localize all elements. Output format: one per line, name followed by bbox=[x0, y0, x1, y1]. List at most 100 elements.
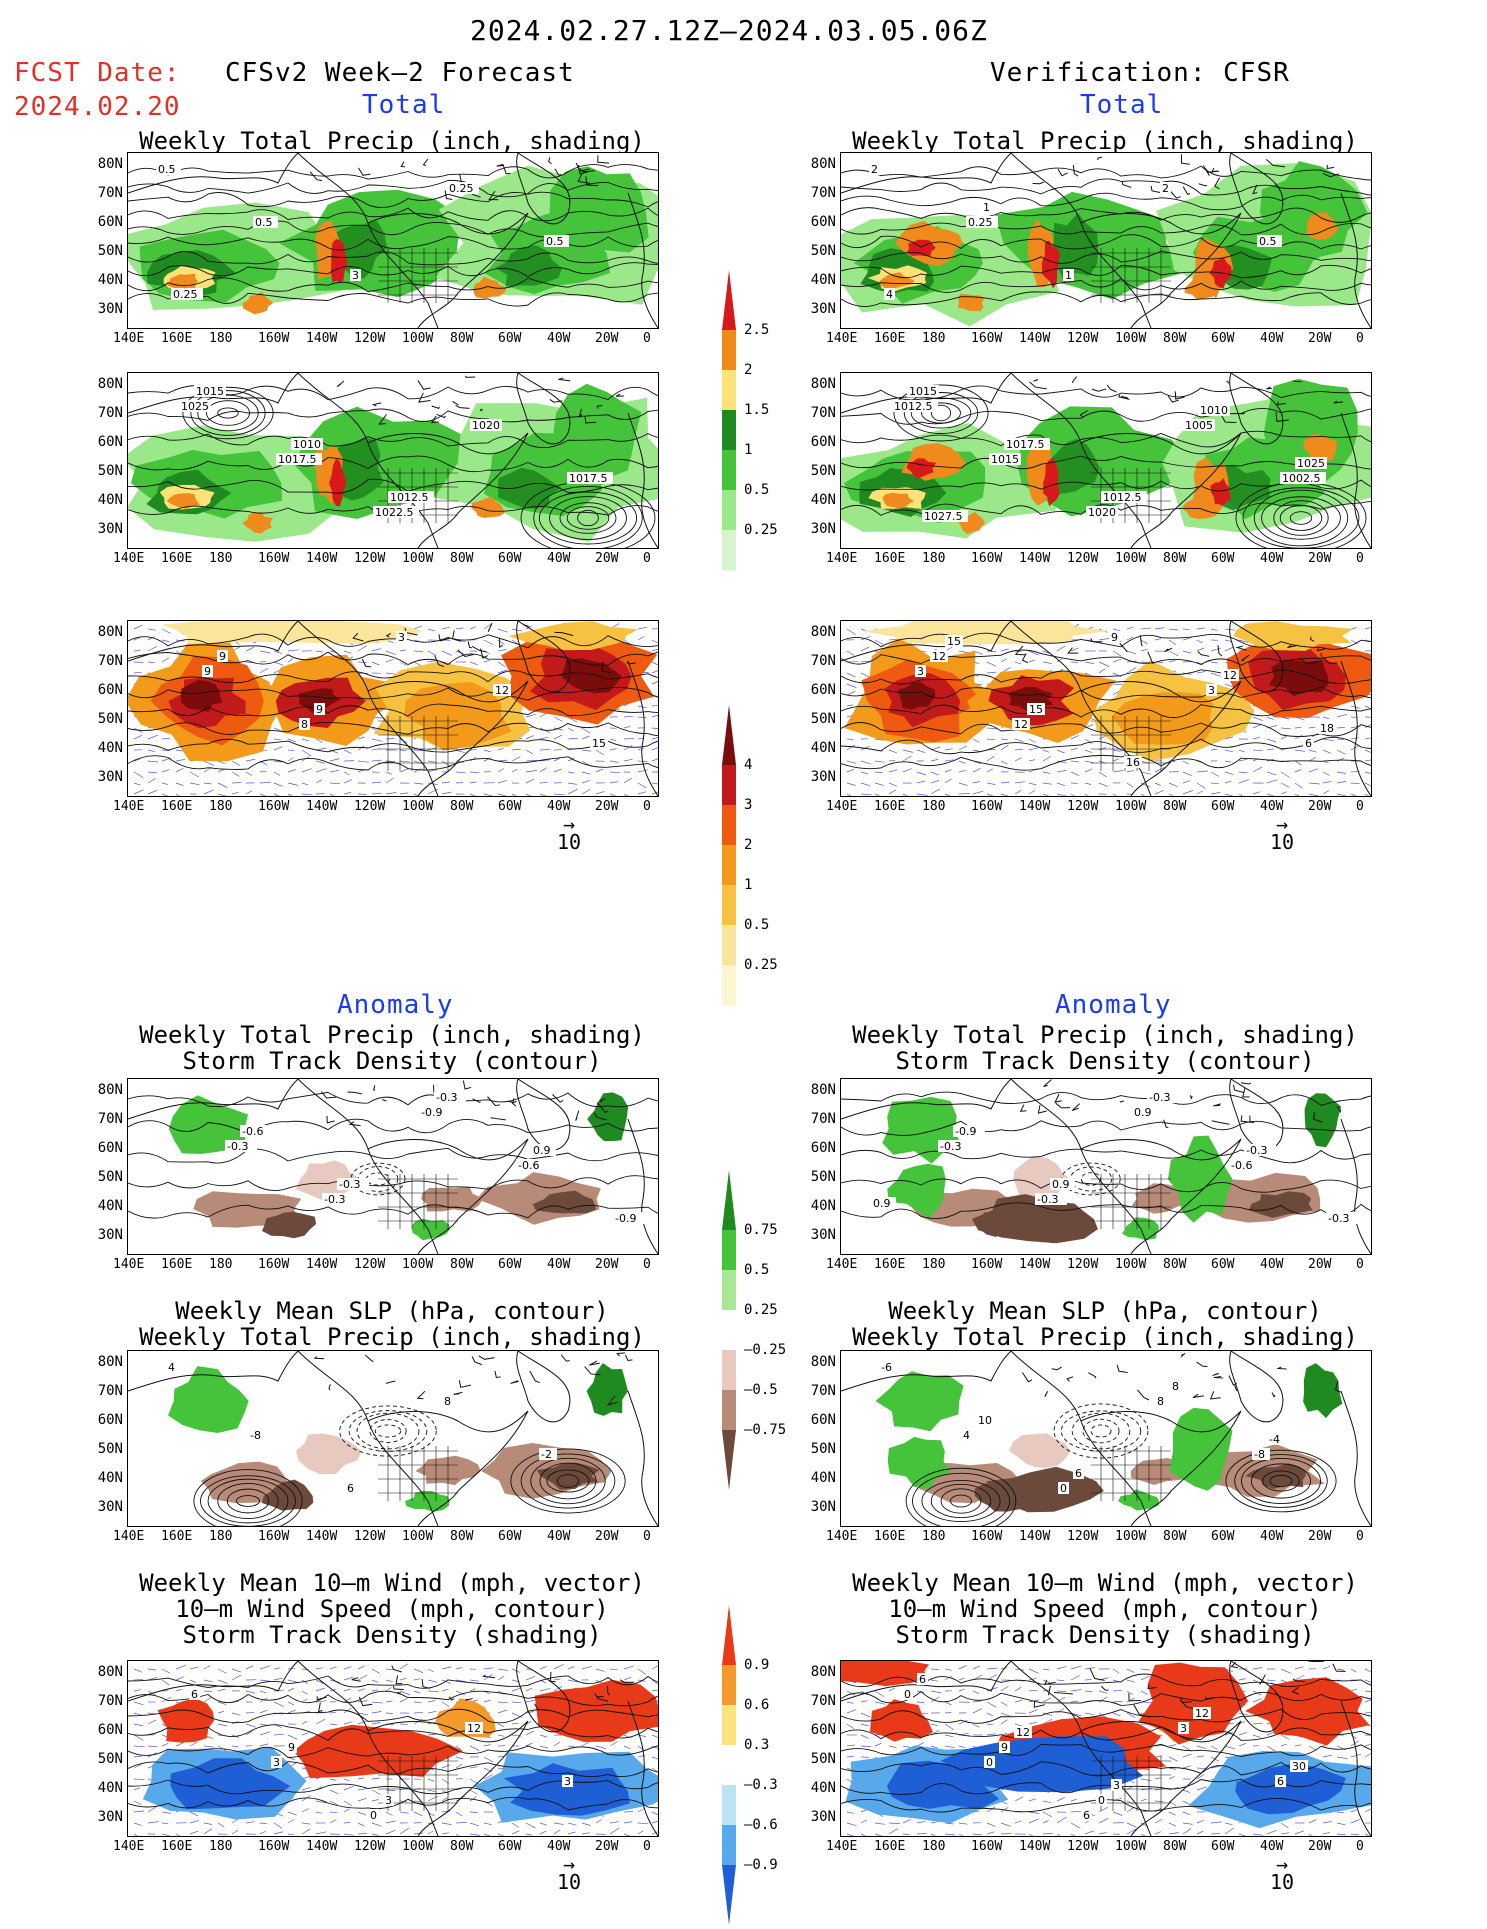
lat-tick-label: 40N bbox=[83, 1198, 123, 1214]
contour-label: 6 bbox=[191, 1688, 198, 1701]
lon-tick-label: 160W bbox=[971, 1839, 1002, 1854]
contour-label: 0.9 bbox=[533, 1144, 551, 1157]
contour-label: 30 bbox=[1292, 1760, 1306, 1773]
panel-title-line: Weekly Mean 10—m Wind (mph, vector) bbox=[825, 1570, 1385, 1597]
lon-tick-label: 60W bbox=[1211, 1529, 1234, 1544]
lon-tick-label: 20W bbox=[595, 551, 618, 566]
lat-tick-label: 60N bbox=[83, 1140, 123, 1156]
vector-reference-value: 10 bbox=[1270, 830, 1294, 854]
contour-label: 9 bbox=[204, 665, 211, 678]
lon-tick-label: 140E bbox=[826, 1839, 857, 1854]
lat-tick-label: 70N bbox=[83, 653, 123, 669]
contour-label: -0.9 bbox=[955, 1125, 976, 1138]
contour-label: -8 bbox=[250, 1429, 261, 1442]
panel-title-line: 10—m Wind Speed (mph, contour) bbox=[112, 1596, 672, 1623]
contour-label: 1027.5 bbox=[924, 510, 963, 523]
lon-tick-label: 80W bbox=[450, 551, 473, 566]
lon-tick-label: 160W bbox=[258, 1257, 289, 1272]
lat-tick-label: 30N bbox=[83, 1227, 123, 1243]
panel-title-line: Weekly Total Precip (inch, shading) bbox=[112, 128, 672, 155]
lat-tick-label: 80N bbox=[796, 1082, 836, 1098]
lon-tick-label: 100W bbox=[1115, 331, 1146, 346]
lon-tick-label: 180 bbox=[209, 1257, 232, 1272]
contour-label: 1017.5 bbox=[1006, 438, 1045, 451]
lon-tick-label: 60W bbox=[498, 1257, 521, 1272]
map-canvas: -868-24 bbox=[128, 1351, 658, 1526]
contour-label: 3 bbox=[564, 1775, 571, 1788]
contour-label: -4 bbox=[1269, 1433, 1280, 1446]
lon-tick-label: 160W bbox=[971, 1257, 1002, 1272]
contour-label: 3 bbox=[385, 1794, 392, 1807]
lon-tick-label: 0 bbox=[1356, 1529, 1364, 1544]
lon-tick-label: 80W bbox=[1163, 1257, 1186, 1272]
lon-tick-label: 160E bbox=[874, 1529, 905, 1544]
contour-label: 0.9 bbox=[873, 1197, 891, 1210]
contour-label: 3 bbox=[398, 631, 405, 644]
lon-tick-label: 40W bbox=[1260, 331, 1283, 346]
panel-title-line: Weekly Mean 10—m Wind (mph, vector) bbox=[112, 1570, 672, 1597]
precip-anom-colorbar bbox=[722, 1170, 782, 1490]
contour-label: 15 bbox=[947, 635, 961, 648]
lon-tick-label: 140W bbox=[306, 1257, 337, 1272]
lat-tick-label: 70N bbox=[796, 1111, 836, 1127]
lon-tick-label: 0 bbox=[643, 799, 651, 814]
contour-label: 9 bbox=[1001, 1741, 1008, 1754]
vector-reference: →10 bbox=[557, 1855, 581, 1891]
contour-label: 1015 bbox=[196, 385, 224, 398]
panel-title-line: Weekly Mean SLP (hPa, contour) bbox=[112, 1298, 672, 1325]
lat-tick-label: 70N bbox=[83, 185, 123, 201]
colorbar-tick-label: 1.5 bbox=[744, 402, 769, 418]
lon-tick-label: 140E bbox=[826, 799, 857, 814]
lat-tick-label: 30N bbox=[83, 1809, 123, 1825]
lat-tick-label: 60N bbox=[83, 1412, 123, 1428]
lat-tick-label: 40N bbox=[83, 492, 123, 508]
contour-label: 3 bbox=[273, 1756, 280, 1769]
contour-label: -0.3 bbox=[436, 1091, 457, 1104]
lon-tick-label: 80W bbox=[1163, 1839, 1186, 1854]
lon-tick-label: 120W bbox=[1067, 551, 1098, 566]
lat-tick-label: 40N bbox=[796, 740, 836, 756]
lon-tick-label: 140E bbox=[113, 1257, 144, 1272]
contour-label: 1022.5 bbox=[375, 506, 414, 519]
lon-tick-label: 120W bbox=[1067, 1529, 1098, 1544]
lon-tick-label: 60W bbox=[498, 1529, 521, 1544]
lon-tick-label: 0 bbox=[1356, 1839, 1364, 1854]
contour-label: 9 bbox=[1111, 631, 1118, 644]
lon-tick-label: 20W bbox=[1308, 551, 1331, 566]
contour-label: -0.9 bbox=[421, 1106, 442, 1119]
lat-tick-label: 50N bbox=[83, 463, 123, 479]
contour-label: -0.6 bbox=[518, 1159, 539, 1172]
lat-tick-label: 30N bbox=[796, 301, 836, 317]
contour-label: 8 bbox=[301, 718, 308, 731]
lon-tick-label: 100W bbox=[402, 1529, 433, 1544]
contour-label: 0.5 bbox=[158, 163, 176, 176]
lon-tick-label: 140E bbox=[113, 331, 144, 346]
contour-label: 6 bbox=[1305, 737, 1312, 750]
lon-tick-label: 20W bbox=[595, 1839, 618, 1854]
contour-label: -6 bbox=[881, 1361, 892, 1374]
lon-tick-label: 20W bbox=[595, 1529, 618, 1544]
panel-title-line: Weekly Total Precip (inch, shading) bbox=[825, 1022, 1385, 1049]
vector-reference: →10 bbox=[1270, 815, 1294, 851]
lat-tick-label: 80N bbox=[796, 376, 836, 392]
contour-label: 1010 bbox=[293, 438, 321, 451]
lon-tick-label: 180 bbox=[209, 551, 232, 566]
lat-tick-label: 80N bbox=[796, 624, 836, 640]
contour-label: 12 bbox=[1223, 669, 1237, 682]
contour-label: 8 bbox=[1157, 1395, 1164, 1408]
vector-reference-value: 10 bbox=[1270, 1870, 1294, 1894]
lon-tick-label: 140E bbox=[826, 331, 857, 346]
colorbar-tick-label: 0.5 bbox=[744, 1262, 769, 1278]
lon-tick-label: 160W bbox=[258, 331, 289, 346]
lat-tick-label: 40N bbox=[796, 272, 836, 288]
lon-tick-label: 160E bbox=[161, 799, 192, 814]
contour-label: 12 bbox=[1014, 718, 1028, 731]
contour-label: 12 bbox=[467, 1722, 481, 1735]
lon-tick-label: 160W bbox=[258, 551, 289, 566]
map-canvas: 0.50.530.250.50.25 bbox=[128, 153, 658, 328]
